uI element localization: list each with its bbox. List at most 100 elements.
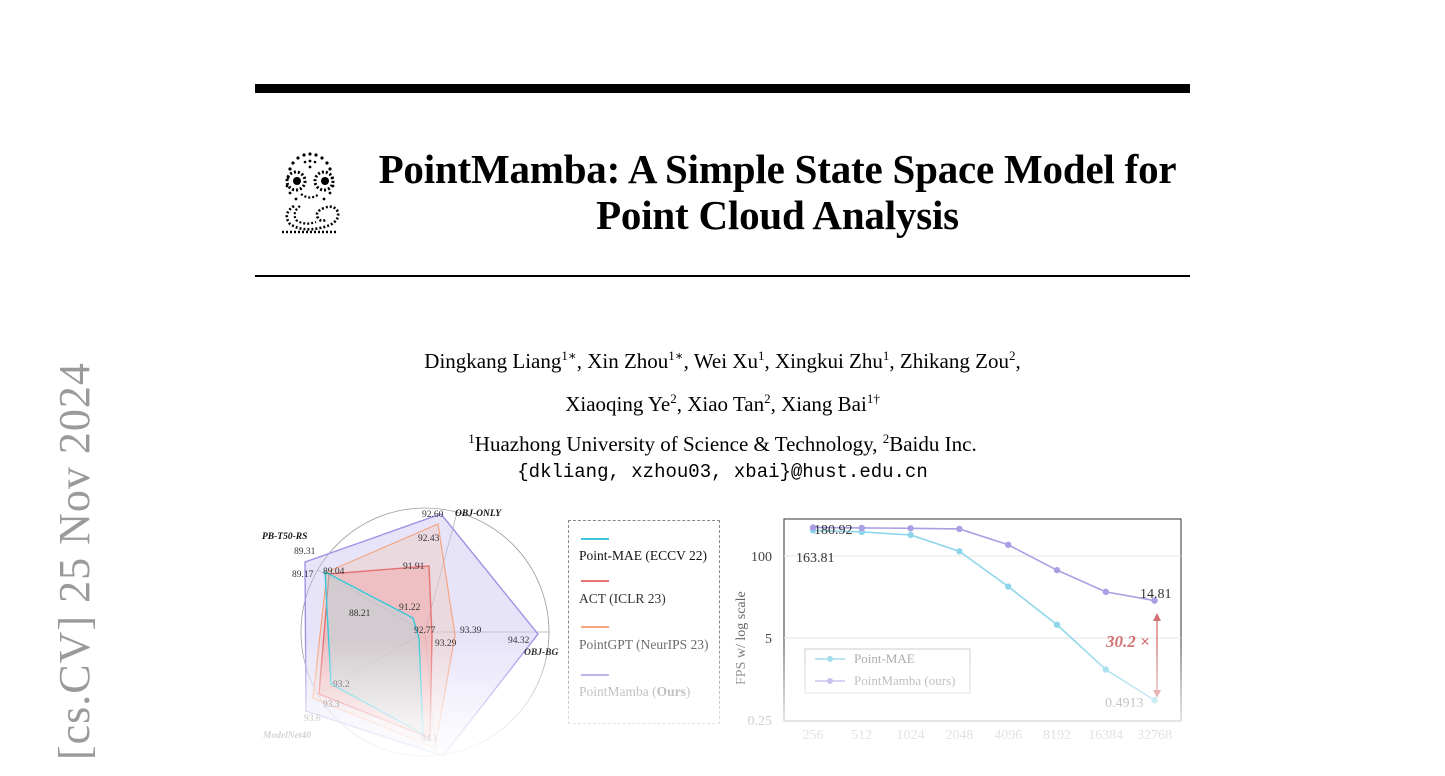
- y-axis-label: FPS w/ log scale: [734, 591, 749, 685]
- data-point-point-mae: [1053, 621, 1061, 628]
- chart-legend: Point-MAE (ECCV 22) ACT (ICLR 23) PointG…: [568, 520, 720, 724]
- y-tick-label: 5: [765, 632, 772, 647]
- radar-value-label: 92.77: [414, 626, 436, 636]
- x-tick-label: 512: [851, 728, 872, 743]
- legend-label-pointmamba: PointMamba (Ours): [579, 684, 690, 700]
- legend-label-part: ): [685, 684, 691, 699]
- data-point-pointmamba: [1053, 566, 1061, 574]
- affiliation-1: Huazhong University of Science & Technol…: [474, 432, 883, 456]
- legend-swatch-pointgpt: [581, 626, 609, 628]
- legend-label-pointmae: Point-MAE (ECCV 22): [579, 548, 708, 563]
- data-point-pointmamba: [809, 524, 817, 531]
- title-bottom-rule: [255, 275, 1190, 277]
- affiliation-2: Baidu Inc.: [889, 432, 977, 456]
- title-line-1: PointMamba: A Simple State Space Model f…: [378, 146, 1177, 192]
- series-line-pointmamba: [812, 526, 1155, 602]
- data-point-point-mae: [1151, 697, 1158, 704]
- data-label: 14.81: [1140, 587, 1172, 602]
- radar-value-label: 92.60: [422, 510, 444, 520]
- author-affiliation-mark: 2: [764, 391, 771, 406]
- author-emails[interactable]: {dkliang, xzhou03, xbai}@hust.edu.cn: [517, 461, 928, 483]
- radar-axis: [317, 569, 426, 633]
- radar-value-label: 93.6: [304, 714, 321, 724]
- radar-value-label: 88.21: [349, 609, 371, 619]
- author-name: Wei Xu: [693, 349, 758, 373]
- author-name: Xiao Tan: [687, 392, 765, 416]
- legend-label-bold: Ours: [656, 684, 686, 699]
- speedup-annotation: 30.2 ×: [1105, 632, 1150, 651]
- author-affiliation-mark: 2: [1008, 348, 1016, 363]
- top-rule: [255, 84, 1190, 93]
- radar-value-label: 84.1: [421, 734, 438, 744]
- paper-title: PointMamba: A Simple State Space Model f…: [365, 146, 1190, 238]
- data-point-point-mae: [1102, 666, 1109, 673]
- author-name: Xiang Bai: [781, 392, 867, 416]
- radar-value-label: 91.22: [399, 603, 421, 613]
- x-tick-label: 256: [803, 728, 824, 743]
- x-tick-label: 8192: [1043, 728, 1071, 743]
- author-affiliation-mark: 1∗: [668, 348, 684, 363]
- author-name: Zhikang Zou: [899, 349, 1009, 373]
- author-line-1: Dingkang Liang1∗, Xin Zhou1∗, Wei Xu1, X…: [424, 348, 1021, 373]
- author-affiliation-mark: 1†: [866, 391, 880, 406]
- author-affiliation-mark: 1∗: [561, 348, 577, 363]
- data-point-pointmamba: [1151, 597, 1158, 604]
- affiliations: 1Huazhong University of Science & Techno…: [300, 425, 1145, 486]
- x-tick-label: 2048: [945, 728, 973, 743]
- author-affiliation-mark: 1: [882, 348, 890, 363]
- author-affiliation-mark: 2: [670, 391, 677, 406]
- x-tick-label: 32768: [1137, 728, 1172, 743]
- legend-marker: [827, 678, 833, 684]
- data-label: 163.81: [796, 551, 835, 566]
- data-point-pointmamba: [1005, 541, 1012, 548]
- author-list: Dingkang Liang1∗, Xin Zhou1∗, Wei Xu1, X…: [300, 337, 1145, 423]
- radar-axis-label-obj-only: OBJ-ONLY: [455, 509, 502, 519]
- radar-value-label: 93.2: [333, 680, 350, 690]
- author-name: Xiaoqing Ye: [565, 392, 671, 416]
- gap-arrow-head: [1153, 613, 1161, 621]
- legend-marker: [827, 656, 833, 662]
- author-name: Dingkang Liang: [424, 349, 562, 373]
- data-point-point-mae: [956, 548, 963, 555]
- data-label: 180.92: [814, 523, 853, 538]
- title-line-2: Point Cloud Analysis: [596, 192, 959, 238]
- legend-label-pointmamba: PointMamba (ours): [854, 673, 955, 688]
- radar-value-label: 89.04: [323, 567, 345, 577]
- radar-chart: 92.60 92.43 91.91 91.22 92.77 93.39 93.2…: [262, 507, 558, 757]
- pointmamba-logo-icon: [282, 152, 340, 234]
- legend-label-act: ACT (ICLR 23): [579, 591, 666, 606]
- legend-swatch-pointmae: [581, 538, 609, 540]
- radar-value-label: 89.31: [294, 547, 316, 557]
- fps-line-chart: 100 5 0.25 FPS w/ log scale 256 512 1024 20…: [734, 518, 1182, 743]
- legend-swatch-pointmamba: [581, 674, 609, 676]
- radar-value-label: 94.32: [508, 636, 530, 646]
- affiliation-line: 1Huazhong University of Science & Techno…: [300, 425, 1145, 458]
- x-tick-label: 4096: [994, 728, 1022, 743]
- data-point-point-mae: [1005, 583, 1012, 590]
- data-label: 0.4913: [1105, 696, 1144, 711]
- radar-value-label: 92.43: [418, 534, 440, 544]
- radar-value-label: 91.91: [403, 562, 425, 572]
- arxiv-stamp: [cs.CV] 25 Nov 2024: [50, 362, 99, 760]
- data-point-pointmamba: [907, 525, 914, 532]
- radar-value-label: 93.29: [435, 639, 457, 649]
- affiliation-mark: 1: [468, 431, 475, 446]
- data-point-pointmamba: [858, 524, 865, 532]
- author-name: Xin Zhou: [587, 349, 669, 373]
- x-tick-label: 1024: [897, 728, 925, 743]
- legend-label-point-mae: Point-MAE: [854, 651, 915, 666]
- y-tick-label: 0.25: [748, 714, 773, 729]
- radar-value-label: 93.39: [460, 626, 482, 636]
- author-name: Xingkui Zhu: [774, 349, 883, 373]
- data-point-point-mae: [907, 531, 914, 539]
- author-affiliation-mark: 1: [757, 348, 765, 363]
- radar-axis-label-pb-t50-rs: PB-T50-RS: [262, 532, 307, 542]
- data-point-pointmamba: [1102, 588, 1109, 596]
- radar-value-label: 89.17: [292, 570, 314, 580]
- affiliation-mark: 2: [882, 431, 890, 446]
- legend-label-part: PointMamba (: [579, 684, 657, 699]
- radar-value-label: 93.3: [323, 700, 340, 710]
- author-line-2: Xiaoqing Ye2, Xiao Tan2, Xiang Bai1†: [565, 391, 880, 416]
- radar-axis-label-modelnet40: ModelNet40: [262, 731, 311, 741]
- x-tick-label: 16384: [1088, 728, 1123, 743]
